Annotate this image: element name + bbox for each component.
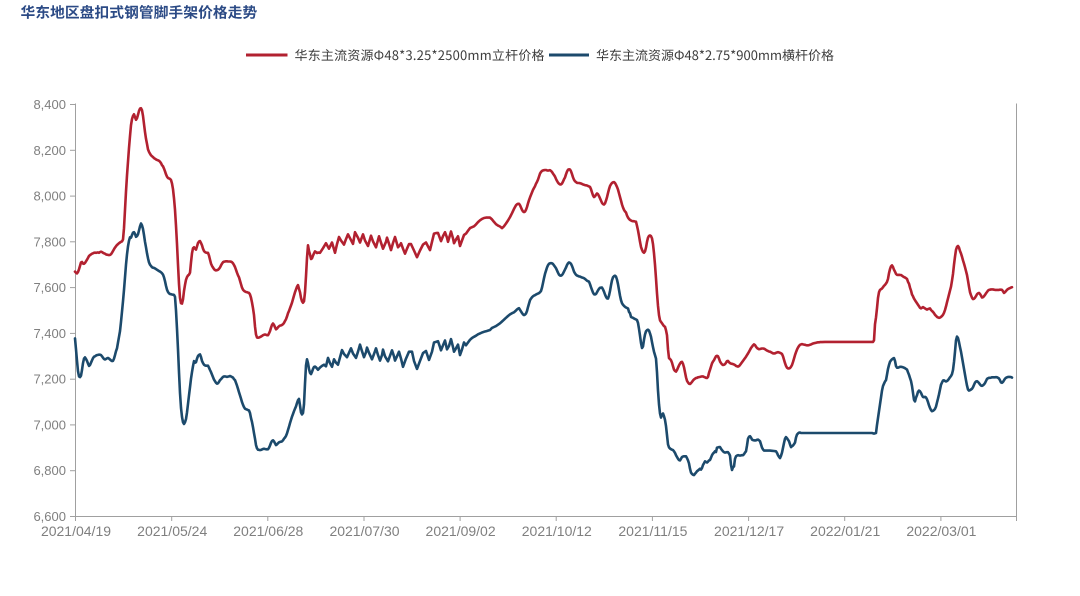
- svg-text:2021/06/28: 2021/06/28: [233, 523, 303, 539]
- svg-text:6,600: 6,600: [33, 509, 66, 524]
- svg-text:6,800: 6,800: [33, 463, 66, 478]
- svg-text:2022/01/21: 2022/01/21: [810, 523, 880, 539]
- svg-text:8,000: 8,000: [33, 189, 66, 204]
- svg-text:8,400: 8,400: [33, 97, 66, 112]
- svg-text:2021/05/24: 2021/05/24: [137, 523, 207, 539]
- svg-text:7,800: 7,800: [33, 234, 66, 249]
- svg-text:7,600: 7,600: [33, 280, 66, 295]
- svg-text:2021/11/15: 2021/11/15: [618, 523, 687, 539]
- svg-text:2021/10/12: 2021/10/12: [522, 523, 592, 539]
- svg-text:2021/09/02: 2021/09/02: [426, 523, 496, 539]
- svg-text:7,200: 7,200: [33, 372, 66, 387]
- svg-text:2022/03/01: 2022/03/01: [906, 523, 976, 539]
- svg-text:2021/12/17: 2021/12/17: [714, 523, 784, 539]
- svg-text:7,400: 7,400: [33, 326, 66, 341]
- svg-text:7,000: 7,000: [33, 417, 66, 432]
- svg-text:2021/07/30: 2021/07/30: [329, 523, 399, 539]
- svg-text:2021/04/19: 2021/04/19: [41, 523, 111, 539]
- svg-text:8,200: 8,200: [33, 143, 66, 158]
